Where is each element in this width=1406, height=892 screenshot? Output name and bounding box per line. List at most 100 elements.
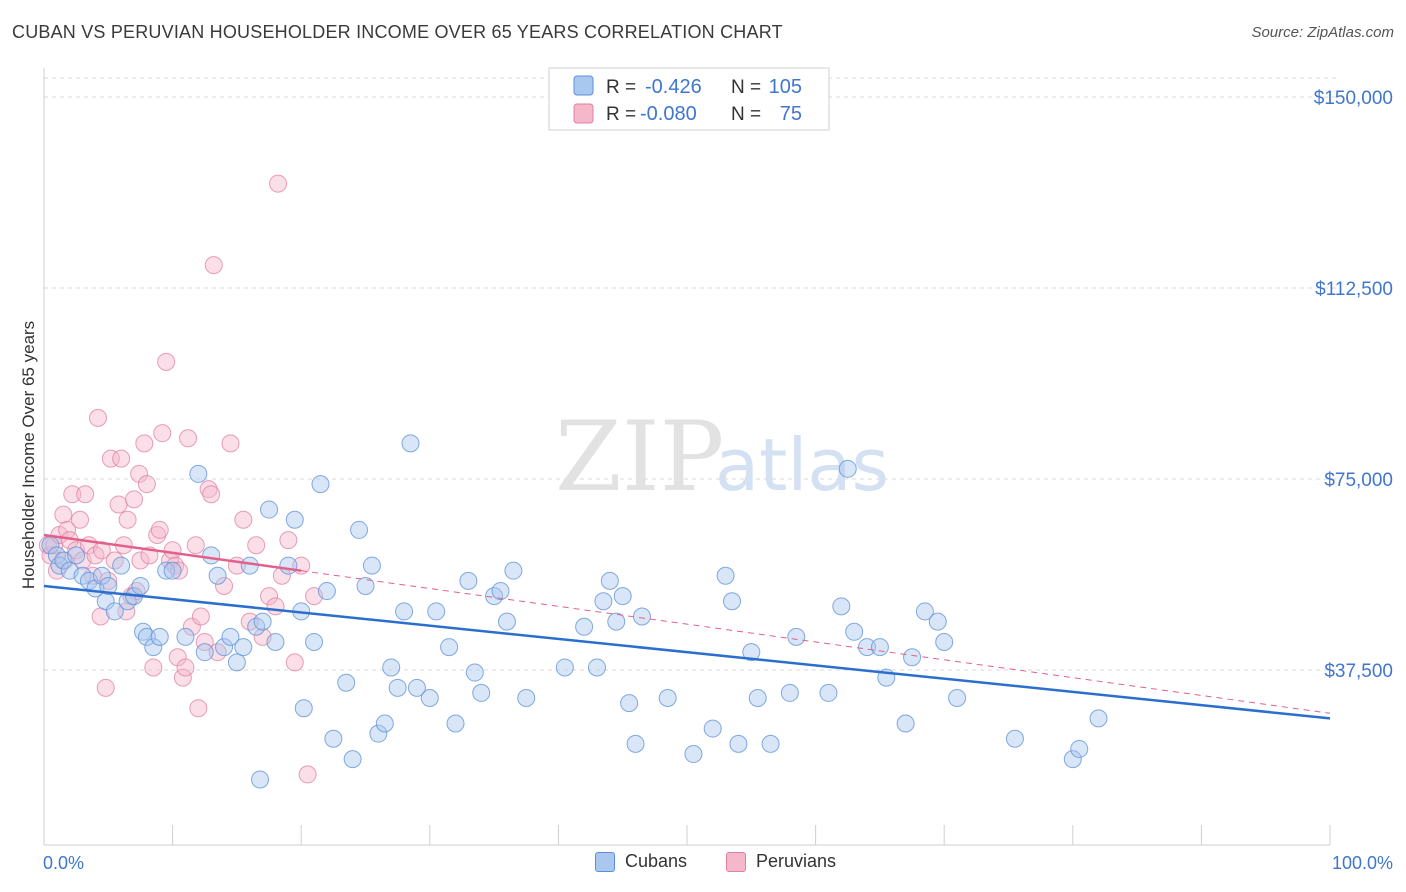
cubans-point (369, 724, 388, 743)
cubans-point (266, 632, 285, 651)
cubans-point (838, 459, 857, 478)
cubans-point (251, 770, 270, 789)
legend-n-label-cubans: N = (731, 77, 761, 98)
legend-item-peruvians: Peruvians (726, 851, 836, 872)
peruvians-point (199, 480, 218, 499)
cubans-point (305, 632, 324, 651)
watermark: ZIP atlas (555, 401, 889, 513)
y-tick-label: $75,000 (1324, 470, 1393, 491)
watermark-zip: ZIP (555, 401, 724, 513)
peruvians-point (173, 668, 192, 687)
cubans-point (317, 582, 336, 601)
peruvians-point (234, 510, 253, 529)
cubans-point (337, 673, 356, 692)
cubans-point (903, 648, 922, 667)
legend-n-value-peruvians: 75 (780, 103, 802, 125)
cubans-points (41, 434, 1108, 789)
legend-r-label-cubans: R = (606, 77, 636, 98)
cubans-point (858, 638, 877, 657)
cubans-point (819, 683, 838, 702)
cubans-point (420, 689, 439, 708)
cubans-point (845, 622, 864, 641)
peruvians-point (247, 536, 266, 555)
legend-r-value-cubans: -0.426 (645, 76, 702, 98)
cubans-point (343, 750, 362, 769)
cubans-point (472, 683, 491, 702)
peruvians-point (215, 576, 234, 595)
cubans-point (1063, 750, 1082, 769)
cubans-point (1089, 709, 1108, 728)
peruvians-point (179, 429, 198, 448)
cubans-point (401, 434, 420, 453)
legend-top: R = -0.426 N = 105 R = -0.080 N = 75 (548, 67, 830, 131)
cubans-point (215, 638, 234, 657)
peruvians-point (285, 653, 304, 672)
cubans-point (613, 587, 632, 606)
cubans-point (208, 566, 227, 585)
cubans-point (517, 689, 536, 708)
chart-title: CUBAN VS PERUVIAN HOUSEHOLDER INCOME OVE… (12, 22, 783, 42)
peruvians-point (189, 699, 208, 718)
peruvians-point (279, 531, 298, 550)
cubans-point (362, 556, 381, 575)
peruvians-point (163, 541, 182, 560)
legend-swatch-cubans (573, 75, 594, 96)
legend-item-cubans: Cubans (595, 851, 687, 872)
peruvians-point (101, 449, 120, 468)
cubans-point (105, 602, 124, 621)
cubans-point (684, 745, 703, 764)
axes: $37,500 $75,000 $112,500 $150,000 (43, 68, 1393, 846)
cubans-point (195, 643, 214, 662)
y-tick-label: $112,500 (1315, 279, 1393, 300)
cubans-point (594, 592, 613, 611)
cubans-point (1005, 729, 1024, 748)
legend-r-label-peruvians: R = (606, 104, 636, 125)
y-axis-label: Householder Income Over 65 years (19, 321, 38, 589)
cubans-point (504, 561, 523, 580)
peruvians-trend-line-extension (301, 570, 1331, 714)
cubans-point (761, 734, 780, 753)
legend-swatch-peruvians-bottom (726, 851, 746, 872)
peruvians-point (135, 434, 154, 453)
cubans-point (407, 678, 426, 697)
y-tick-label: $37,500 (1324, 661, 1393, 682)
cubans-point (465, 663, 484, 682)
peruvians-point (260, 587, 279, 606)
peruvians-point (109, 495, 128, 514)
cubans-point (324, 729, 343, 748)
peruvians-point (202, 485, 221, 504)
cubans-point (67, 546, 86, 565)
cubans-point (260, 500, 279, 519)
peruvians-point (96, 678, 115, 697)
cubans-point (459, 571, 478, 590)
watermark-atlas: atlas (715, 423, 889, 507)
cubans-point (285, 510, 304, 529)
cubans-point (311, 475, 330, 494)
peruvians-point (130, 464, 149, 483)
peruvians-trend-line (43, 533, 302, 572)
cubans-point (350, 520, 369, 539)
cubans-point (935, 632, 954, 651)
peruvians-point (112, 449, 131, 468)
cubans-point (131, 576, 150, 595)
cubans-point (729, 734, 748, 753)
cubans-point (896, 714, 915, 733)
cubans-point (748, 689, 767, 708)
cubans-point (388, 678, 407, 697)
cubans-point (189, 464, 208, 483)
cubans-point (716, 566, 735, 585)
cubans-point (915, 602, 934, 621)
cubans-point (221, 627, 240, 646)
legend-n-label-peruvians: N = (731, 104, 761, 125)
cubans-point (723, 592, 742, 611)
peruvians-point (195, 632, 214, 651)
peruvians-point (298, 765, 317, 784)
peruvians-point (71, 510, 90, 529)
legend-label-cubans: Cubans (625, 851, 688, 871)
cubans-point (294, 699, 313, 718)
y-tick-label: $150,000 (1314, 88, 1393, 109)
cubans-point (600, 571, 619, 590)
cubans-point (279, 556, 298, 575)
cubans-point (395, 602, 414, 621)
cubans-point (491, 582, 510, 601)
